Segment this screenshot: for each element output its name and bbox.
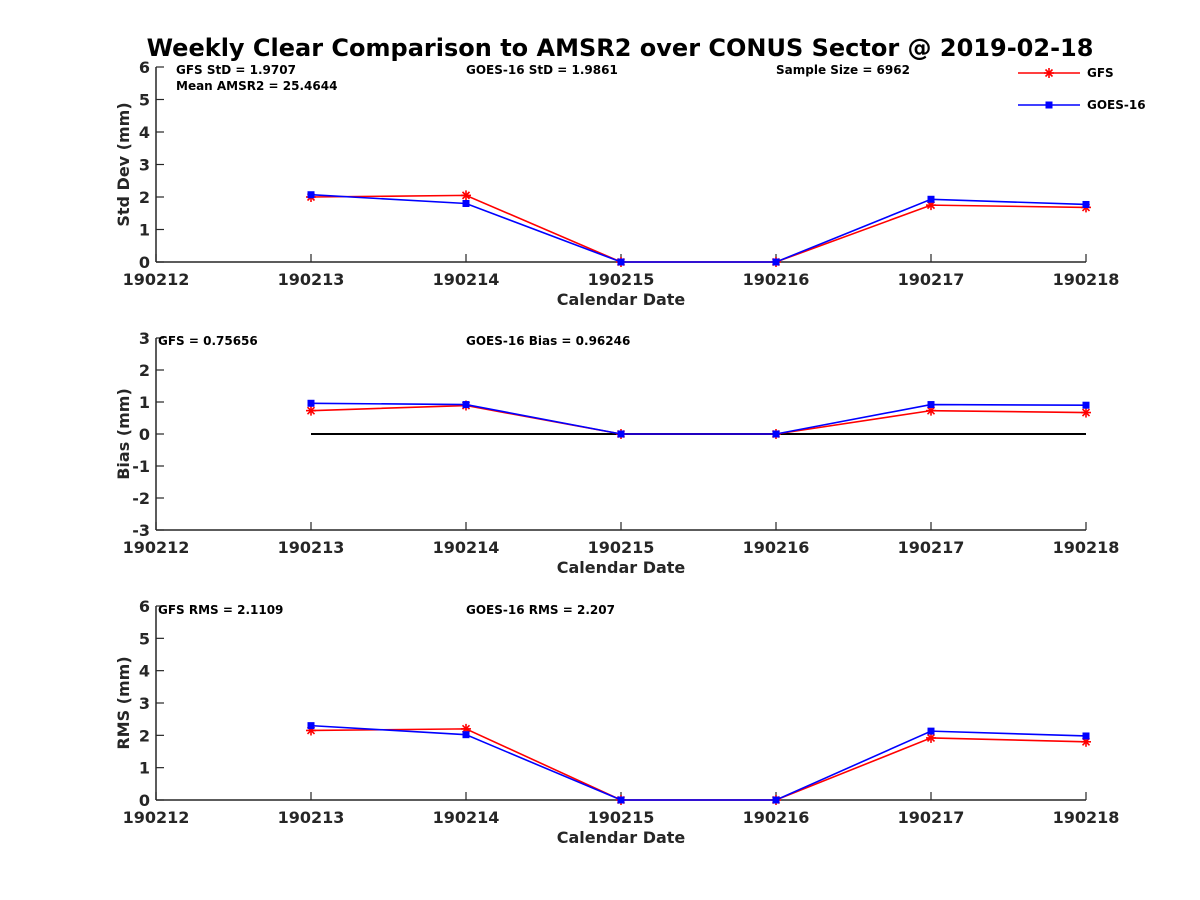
goes-16-data-point	[307, 722, 315, 730]
goes-16-data-point	[772, 430, 780, 438]
goes-16-data-point	[927, 401, 935, 409]
legend-label: GFS	[1087, 66, 1114, 80]
goes-16-data-point	[927, 727, 935, 735]
x-tick-label: 190216	[743, 538, 810, 557]
goes-16-data-point	[772, 258, 780, 266]
goes-16-data-point	[772, 796, 780, 804]
x-tick-label: 190215	[588, 270, 655, 289]
x-tick-label: 190212	[123, 808, 190, 827]
y-axis-label: RMS (mm)	[114, 656, 133, 749]
y-tick-label: 2	[139, 188, 150, 207]
y-tick-label: 3	[139, 329, 150, 348]
x-axis-label: Calendar Date	[557, 828, 686, 847]
x-axis-label: Calendar Date	[557, 290, 686, 309]
y-tick-label: 0	[139, 253, 150, 272]
x-tick-label: 190215	[588, 538, 655, 557]
stat-annotation: GOES-16 Bias = 0.96246	[466, 334, 630, 348]
y-tick-label: 1	[139, 759, 150, 778]
x-tick-label: 190218	[1053, 808, 1120, 827]
goes-16-series-line	[310, 402, 1087, 435]
y-tick-label: -3	[132, 521, 150, 540]
x-tick-label: 190217	[898, 808, 965, 827]
goes-16-data-point	[617, 430, 625, 438]
y-tick-label: 5	[139, 629, 150, 648]
bias-panel: -3 -2 -1 0 1 2 3 190212 190213 190214 190215 190216…	[114, 329, 1119, 577]
gfs-data-point	[1081, 407, 1091, 418]
gfs-series-line	[310, 194, 1087, 263]
goes-16-data-point	[617, 796, 625, 804]
goes-16-data-point	[1082, 401, 1090, 409]
goes-16-data-point	[307, 191, 315, 199]
goes-16-data-point	[1082, 732, 1090, 740]
x-tick-label: 190217	[898, 538, 965, 557]
y-tick-label: 2	[139, 726, 150, 745]
gfs-series-line	[310, 728, 1087, 801]
y-tick-label: 1	[139, 221, 150, 240]
std-dev-panel: 0 1 2 3 4 5 6 190212 190213 190214 190215 190216 190…	[114, 58, 1119, 309]
x-tick-label: 190212	[123, 538, 190, 557]
legend-gfs-marker	[1044, 68, 1054, 78]
y-tick-label: 4	[139, 123, 150, 142]
goes-16-data-point	[462, 401, 470, 409]
stat-annotation: GOES-16 StD = 1.9861	[466, 63, 618, 77]
x-tick-label: 190217	[898, 270, 965, 289]
y-tick-label: 5	[139, 91, 150, 110]
goes-16-data-point	[462, 731, 470, 739]
x-tick-label: 190218	[1053, 270, 1120, 289]
y-axis-label: Std Dev (mm)	[114, 102, 133, 226]
y-tick-label: 4	[139, 662, 150, 681]
rms-panel: 0 1 2 3 4 5 6 190212 190213 190214 190215 190216 190…	[114, 597, 1119, 847]
x-tick-label: 190215	[588, 808, 655, 827]
y-tick-label: 3	[139, 694, 150, 713]
legend-goes-16-marker	[1045, 101, 1053, 109]
stat-annotation: Mean AMSR2 = 25.4644	[176, 79, 337, 93]
gfs-series-line	[310, 404, 1087, 435]
goes-16-data-point	[307, 399, 315, 407]
legend: GFS GOES-16	[1018, 66, 1146, 112]
y-tick-label: 2	[139, 361, 150, 380]
x-tick-label: 190213	[278, 538, 345, 557]
y-tick-label: 0	[139, 425, 150, 444]
x-tick-label: 190216	[743, 808, 810, 827]
y-tick-label: -2	[132, 489, 150, 508]
goes-16-data-point	[462, 200, 470, 207]
y-tick-label: 3	[139, 156, 150, 175]
goes-16-series-line	[310, 193, 1087, 263]
x-tick-label: 190216	[743, 270, 810, 289]
gfs-data-point	[306, 405, 316, 416]
y-axis-label: Bias (mm)	[114, 388, 133, 480]
x-axis-label: Calendar Date	[557, 558, 686, 577]
legend-label: GOES-16	[1087, 98, 1146, 112]
x-tick-label: 190213	[278, 808, 345, 827]
stat-annotation: GFS RMS = 2.1109	[158, 603, 283, 617]
stat-annotation: GFS StD = 1.9707	[176, 63, 296, 77]
goes-16-data-point	[617, 258, 625, 266]
gfs-data-point	[926, 200, 936, 211]
x-tick-label: 190214	[433, 808, 500, 827]
x-tick-label: 190218	[1053, 538, 1120, 557]
y-tick-label: 6	[139, 597, 150, 616]
stat-annotation: GOES-16 RMS = 2.207	[466, 603, 615, 617]
goes-16-data-point	[927, 195, 935, 203]
stat-annotation: Sample Size = 6962	[776, 63, 910, 77]
x-tick-label: 190213	[278, 270, 345, 289]
y-tick-label: -1	[132, 457, 150, 476]
gfs-data-point	[461, 190, 471, 201]
goes-16-data-point	[1082, 200, 1090, 208]
goes-16-series-line	[310, 724, 1087, 801]
x-tick-label: 190214	[433, 270, 500, 289]
stat-annotation: GFS = 0.75656	[158, 334, 258, 348]
figure-title: Weekly Clear Comparison to AMSR2 over CO…	[147, 34, 1094, 62]
y-tick-label: 0	[139, 791, 150, 810]
y-tick-label: 1	[139, 393, 150, 412]
x-tick-label: 190214	[433, 538, 500, 557]
x-tick-label: 190212	[123, 270, 190, 289]
y-tick-label: 6	[139, 58, 150, 77]
